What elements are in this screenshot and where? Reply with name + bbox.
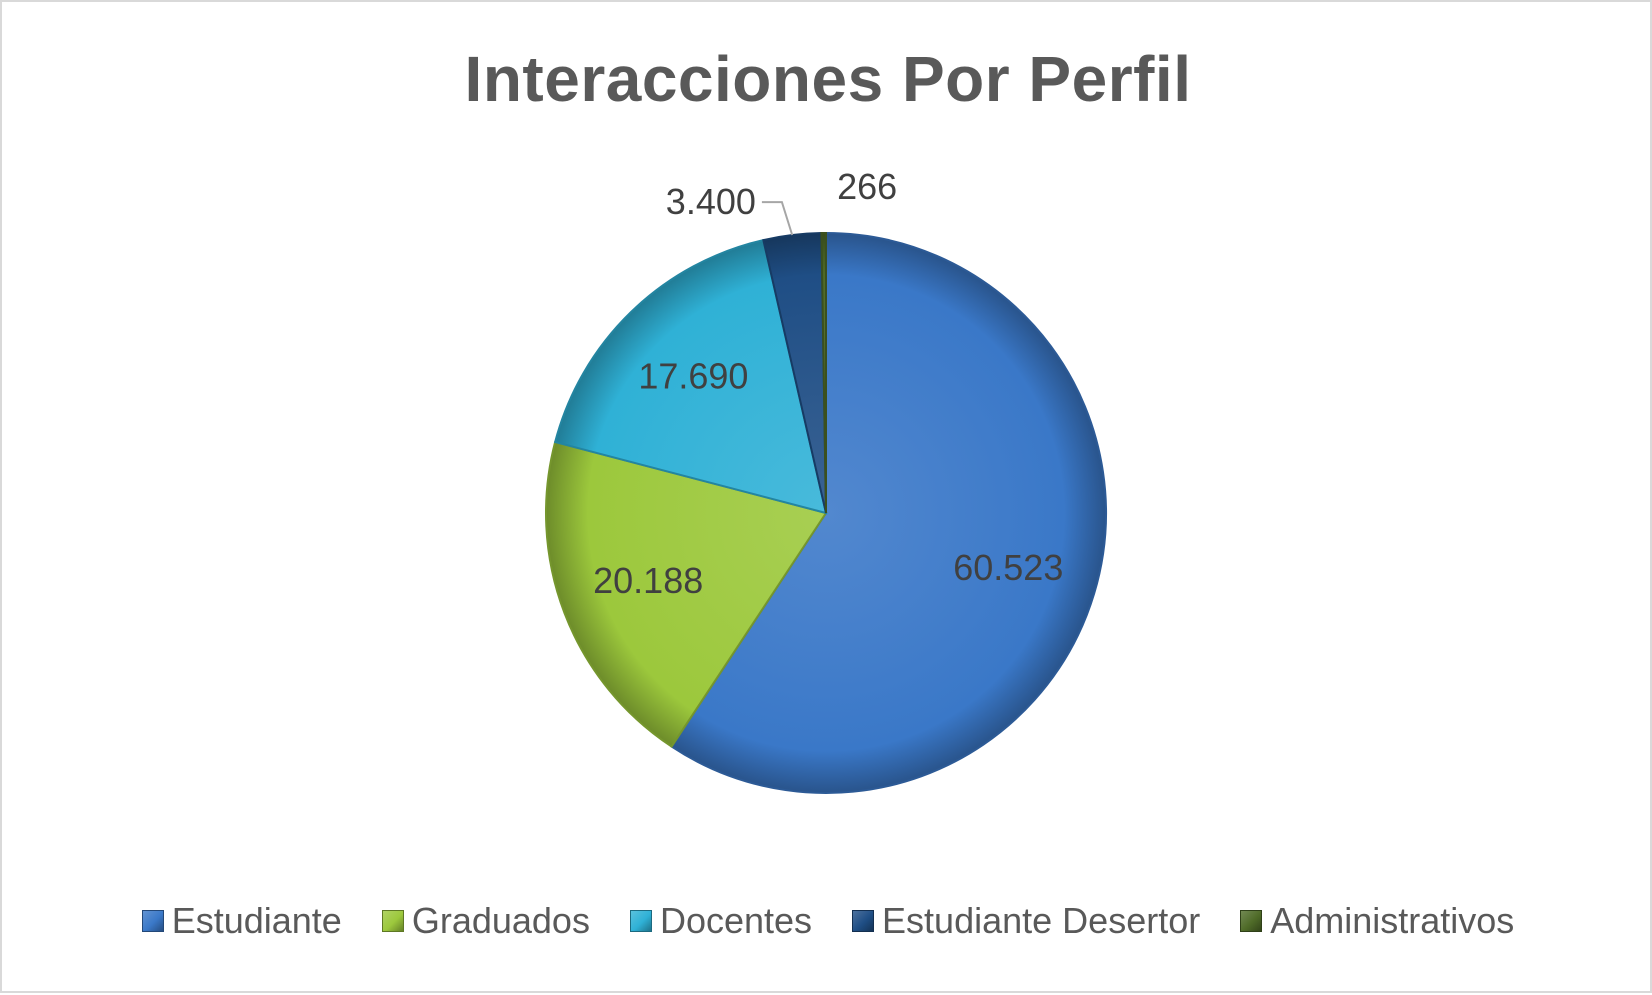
legend-item-estudiante-desertor[interactable]: Estudiante Desertor [852, 900, 1200, 942]
chart-legend: Estudiante Graduados Docentes Estudiante De… [2, 900, 1652, 942]
legend-item-docentes[interactable]: Docentes [629, 900, 813, 942]
data-label-docentes: 17.690 [638, 355, 748, 396]
legend-swatch [1240, 910, 1263, 932]
data-label-graduados: 20.188 [593, 560, 703, 601]
pie-slice-estudiante[interactable] [670, 231, 1107, 794]
data-label-estudiante-desertor: 3.400 [666, 181, 756, 222]
pie-slice-administrativos[interactable] [820, 231, 827, 514]
legend-swatch [629, 910, 652, 932]
legend-swatch [852, 910, 875, 932]
legend-item-graduados[interactable]: Graduados [381, 900, 590, 942]
pie-slice-docentes[interactable] [553, 238, 828, 515]
legend-item-estudiante[interactable]: Estudiante [141, 900, 342, 942]
chart-title: Interacciones Por Perfil [464, 43, 1192, 115]
legend-label: Docentes [659, 900, 813, 941]
legend-swatch [381, 910, 404, 932]
data-label-administrativos: 266 [837, 166, 897, 207]
leader-line-estudiante-desertor [761, 201, 794, 236]
legend-label: Graduados [411, 900, 590, 941]
legend-swatch [141, 910, 164, 932]
pie-slice-graduados[interactable] [545, 440, 828, 748]
legend-label: Estudiante [171, 900, 342, 941]
legend-label: Administrativos [1270, 900, 1515, 941]
data-label-estudiante: 60.523 [953, 547, 1063, 588]
legend-label: Estudiante Desertor [882, 900, 1201, 941]
legend-item-administrativos[interactable]: Administrativos [1240, 900, 1514, 942]
